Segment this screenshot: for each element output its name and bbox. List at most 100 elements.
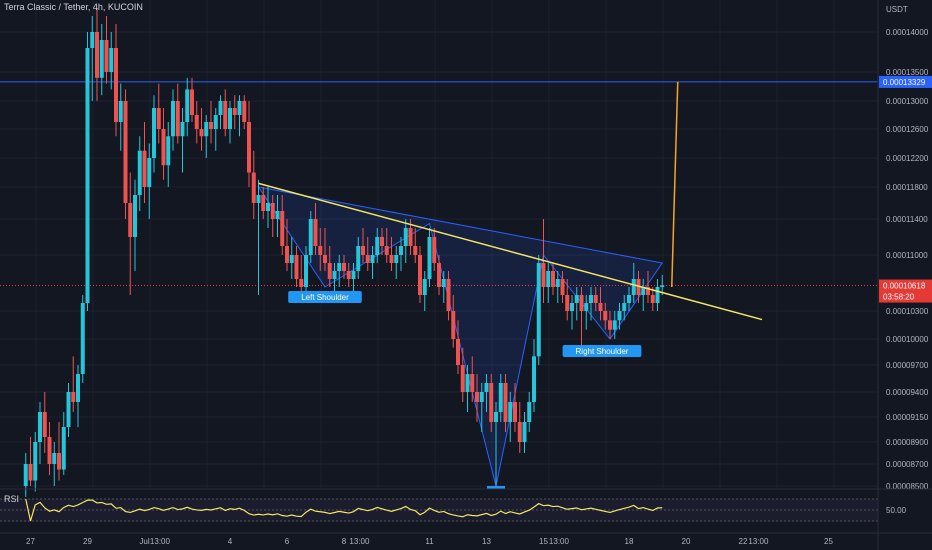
time-tick-label: 4 [228, 537, 233, 546]
candle [313, 203, 318, 255]
candle-body [313, 219, 318, 246]
candle [194, 101, 199, 144]
candle [104, 16, 109, 84]
candle-body [475, 392, 479, 402]
candle [47, 422, 52, 475]
candle [608, 311, 612, 339]
left-shoulder-label-text: Left Shoulder [301, 293, 349, 302]
candle [565, 279, 570, 321]
price-tick-label: 0.00012200 [886, 154, 929, 163]
candle-body [294, 255, 299, 279]
target-price-label-text: 0.00013329 [883, 78, 926, 87]
candle-body [80, 303, 85, 374]
candle [446, 271, 451, 321]
candle [142, 122, 147, 203]
candle [351, 263, 356, 295]
time-tick-label: 13:00 [150, 537, 171, 546]
candle-body [617, 311, 622, 321]
price-tick-label: 0.00013000 [886, 97, 929, 106]
candle [427, 228, 432, 287]
candle [156, 83, 161, 144]
chart-title: Terra Classic / Tether, 4h, KUCOIN [4, 2, 143, 12]
candle [109, 32, 114, 90]
time-tick-label: 27 [26, 537, 35, 546]
candle [133, 179, 137, 271]
candle-body [71, 392, 76, 402]
candle [365, 237, 370, 271]
price-axis: USDT 0.00014000 0.00013500 0.00013000 0.0001… [886, 5, 929, 491]
candle [327, 246, 332, 287]
candle [114, 24, 118, 137]
candle [147, 143, 152, 219]
candle-body [403, 228, 408, 246]
candle [646, 271, 650, 303]
candle-body [204, 122, 209, 137]
head-marker [487, 486, 505, 489]
candle-body [351, 271, 356, 279]
candle [266, 187, 270, 228]
candle-body [603, 311, 608, 321]
candle-body [541, 263, 546, 287]
candle-body [123, 101, 128, 203]
candle [304, 246, 308, 295]
time-tick-label: 8 [342, 537, 347, 546]
candle-body [237, 101, 242, 115]
candle-body [251, 172, 256, 203]
candle [308, 211, 313, 263]
candle [517, 402, 522, 453]
candle-body [47, 437, 52, 464]
candle [636, 271, 641, 303]
candle-body [95, 32, 99, 78]
candle-body [532, 356, 536, 402]
candle [175, 83, 180, 144]
candle-body [42, 412, 47, 437]
candle-body [232, 108, 237, 115]
time-tick-label: 13:00 [748, 537, 769, 546]
candle-body [161, 129, 166, 166]
candle [394, 246, 399, 279]
candle-body [622, 303, 627, 311]
candle-body [275, 211, 280, 219]
left-shoulder-label-box [288, 291, 362, 303]
candle-body [598, 303, 603, 311]
candle-body [61, 427, 66, 470]
candle [270, 195, 275, 237]
candle-body [384, 246, 389, 255]
candle-body [641, 287, 646, 295]
time-tick-label: 13 [482, 537, 491, 546]
candle-body [218, 101, 223, 115]
candle-body [342, 263, 346, 271]
candle-body [261, 195, 266, 211]
candle-body [270, 203, 275, 219]
candle [437, 255, 441, 295]
candle-body [213, 115, 218, 129]
candle [361, 228, 365, 263]
price-tick-label: 0.00011400 [886, 215, 928, 224]
candle-body [470, 374, 475, 392]
candle [218, 95, 223, 129]
candle [28, 437, 33, 486]
candle-body [513, 402, 517, 422]
candle [242, 95, 247, 129]
candle-body [171, 101, 175, 137]
candle-body [285, 246, 289, 263]
price-tick-label: 0.00009150 [886, 413, 929, 422]
time-tick-label: 15 [539, 537, 548, 546]
candle [399, 237, 403, 271]
rsi-label: RSI [4, 494, 20, 504]
price-tick-label: 0.00010000 [886, 335, 929, 344]
candle-body [593, 295, 598, 303]
candle [76, 365, 80, 427]
candle-body [318, 246, 323, 255]
candle-body [370, 255, 375, 263]
candle-body [242, 101, 247, 122]
candle-body [456, 339, 460, 365]
candle-body [304, 255, 308, 287]
candle [152, 95, 156, 173]
candle-body [494, 412, 498, 422]
candle [660, 275, 665, 295]
candle [137, 136, 142, 211]
candle-body [166, 136, 171, 166]
candle-body [427, 237, 432, 279]
